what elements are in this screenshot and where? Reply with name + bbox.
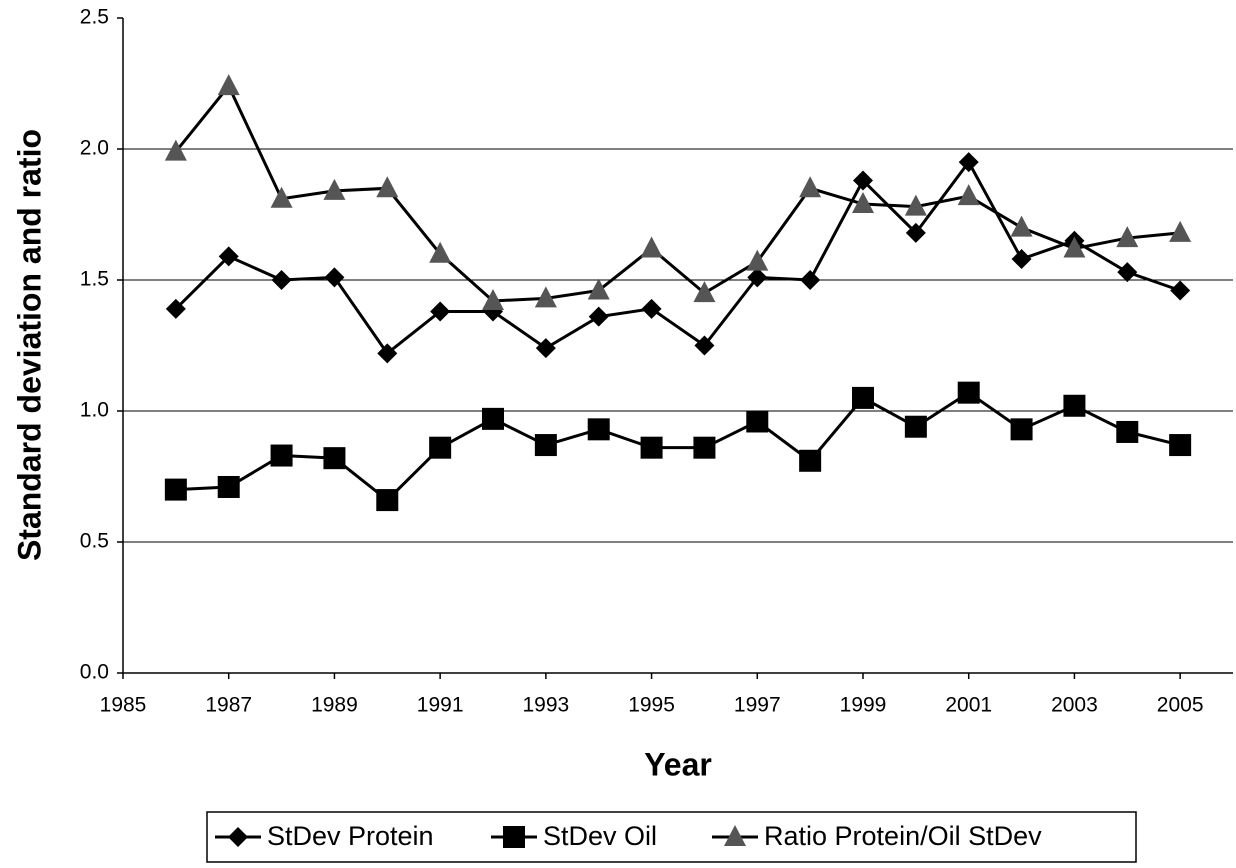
x-tick-label: 1989 bbox=[311, 694, 358, 717]
data-point bbox=[534, 434, 557, 457]
legend-marker bbox=[228, 827, 248, 847]
data-point bbox=[1170, 280, 1191, 301]
legend-label: Ratio Protein/Oil StDev bbox=[764, 821, 1042, 851]
data-point bbox=[747, 267, 768, 288]
y-axis-title: Standard deviation and ratio bbox=[11, 129, 47, 561]
legend-box bbox=[206, 811, 1137, 863]
data-point bbox=[270, 186, 293, 208]
x-tick-label: 1997 bbox=[734, 694, 781, 717]
data-point bbox=[377, 343, 398, 364]
data-point bbox=[957, 381, 980, 404]
data-point bbox=[853, 170, 873, 191]
data-point bbox=[799, 176, 822, 198]
data-point bbox=[217, 74, 240, 96]
data-point bbox=[1010, 215, 1033, 237]
series-line bbox=[175, 390, 1181, 503]
data-point bbox=[271, 270, 292, 290]
x-tick-label: 1993 bbox=[522, 694, 569, 717]
data-point bbox=[746, 410, 769, 433]
data-point bbox=[640, 236, 663, 258]
data-point bbox=[587, 418, 610, 441]
x-tick-label: 1999 bbox=[840, 694, 887, 717]
x-tick-label: 2003 bbox=[1051, 694, 1098, 717]
data-point bbox=[482, 407, 504, 430]
series-line bbox=[174, 159, 1181, 356]
data-point bbox=[1169, 434, 1192, 457]
data-point bbox=[534, 286, 557, 308]
data-point bbox=[1011, 249, 1032, 270]
x-tick-label: 1987 bbox=[205, 694, 252, 717]
legend-marker bbox=[503, 826, 525, 848]
data-point bbox=[958, 152, 979, 173]
y-tick-label: 2.0 bbox=[80, 137, 109, 160]
data-point bbox=[1117, 262, 1138, 283]
x-tick-label: 1985 bbox=[100, 694, 147, 717]
legend-label: StDev Oil bbox=[543, 821, 657, 851]
data-point bbox=[746, 249, 769, 271]
data-point bbox=[694, 335, 715, 356]
data-point bbox=[323, 447, 346, 470]
y-tick-label: 1.5 bbox=[80, 268, 109, 291]
x-tick-label: 1995 bbox=[628, 694, 675, 717]
data-point bbox=[324, 267, 345, 288]
data-point bbox=[482, 288, 504, 310]
data-point bbox=[1063, 394, 1086, 417]
data-point bbox=[852, 386, 874, 409]
x-axis-title: Year bbox=[644, 746, 712, 782]
legend-label: StDev Protein bbox=[267, 821, 434, 851]
y-tick-label: 2.5 bbox=[80, 6, 109, 29]
data-point bbox=[957, 184, 980, 206]
data-point bbox=[164, 139, 187, 161]
data-point bbox=[641, 298, 662, 319]
data-point bbox=[323, 178, 346, 200]
data-point bbox=[905, 222, 926, 243]
data-point bbox=[693, 281, 716, 303]
data-point bbox=[800, 270, 821, 290]
data-point bbox=[1063, 236, 1086, 258]
x-tick-label: 2001 bbox=[945, 694, 992, 717]
y-tick-label: 0.5 bbox=[80, 530, 109, 553]
data-point bbox=[217, 475, 240, 498]
x-tick-label: 2005 bbox=[1157, 694, 1204, 717]
data-point bbox=[693, 436, 716, 459]
data-point bbox=[430, 301, 451, 322]
data-point bbox=[904, 194, 927, 216]
data-point bbox=[270, 444, 293, 467]
data-point bbox=[587, 278, 610, 300]
data-point bbox=[376, 176, 399, 198]
data-point bbox=[799, 449, 822, 472]
data-point bbox=[1116, 226, 1139, 248]
legend-marker bbox=[724, 825, 746, 846]
y-tick-label: 1.0 bbox=[80, 399, 109, 422]
series-line bbox=[174, 83, 1181, 303]
data-point bbox=[852, 192, 874, 214]
data-point bbox=[429, 436, 452, 459]
data-point bbox=[1116, 420, 1139, 443]
data-point bbox=[1010, 418, 1033, 441]
data-point bbox=[1169, 220, 1192, 242]
data-point bbox=[429, 241, 452, 263]
data-point bbox=[904, 415, 927, 438]
y-tick-label: 0.0 bbox=[80, 661, 109, 684]
data-point bbox=[588, 306, 609, 327]
data-point bbox=[640, 436, 663, 459]
x-tick-label: 1991 bbox=[417, 694, 464, 717]
data-point bbox=[218, 246, 239, 267]
data-point bbox=[535, 338, 556, 359]
data-point bbox=[165, 298, 186, 319]
data-point bbox=[164, 478, 187, 501]
data-point bbox=[376, 489, 399, 512]
